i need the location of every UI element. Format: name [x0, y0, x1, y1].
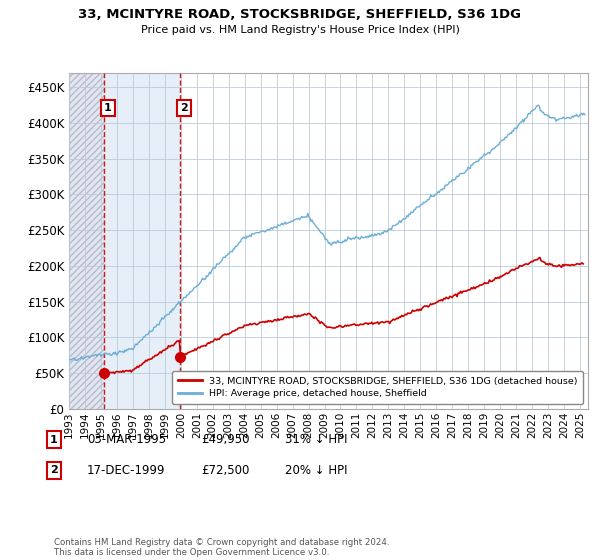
Text: 17-DEC-1999: 17-DEC-1999 [87, 464, 166, 477]
Legend: 33, MCINTYRE ROAD, STOCKSBRIDGE, SHEFFIELD, S36 1DG (detached house), HPI: Avera: 33, MCINTYRE ROAD, STOCKSBRIDGE, SHEFFIE… [172, 371, 583, 404]
Text: £72,500: £72,500 [201, 464, 250, 477]
Text: 03-MAR-1995: 03-MAR-1995 [87, 433, 166, 446]
Text: Contains HM Land Registry data © Crown copyright and database right 2024.
This d: Contains HM Land Registry data © Crown c… [54, 538, 389, 557]
Text: 1: 1 [104, 103, 112, 113]
Text: 33, MCINTYRE ROAD, STOCKSBRIDGE, SHEFFIELD, S36 1DG: 33, MCINTYRE ROAD, STOCKSBRIDGE, SHEFFIE… [79, 8, 521, 21]
Text: £49,950: £49,950 [201, 433, 250, 446]
Text: 2: 2 [50, 465, 58, 475]
Text: 2: 2 [180, 103, 188, 113]
Text: 1: 1 [50, 435, 58, 445]
Text: 20% ↓ HPI: 20% ↓ HPI [285, 464, 347, 477]
Polygon shape [69, 73, 104, 409]
Text: Price paid vs. HM Land Registry's House Price Index (HPI): Price paid vs. HM Land Registry's House … [140, 25, 460, 35]
Polygon shape [104, 73, 180, 409]
Text: 31% ↓ HPI: 31% ↓ HPI [285, 433, 347, 446]
